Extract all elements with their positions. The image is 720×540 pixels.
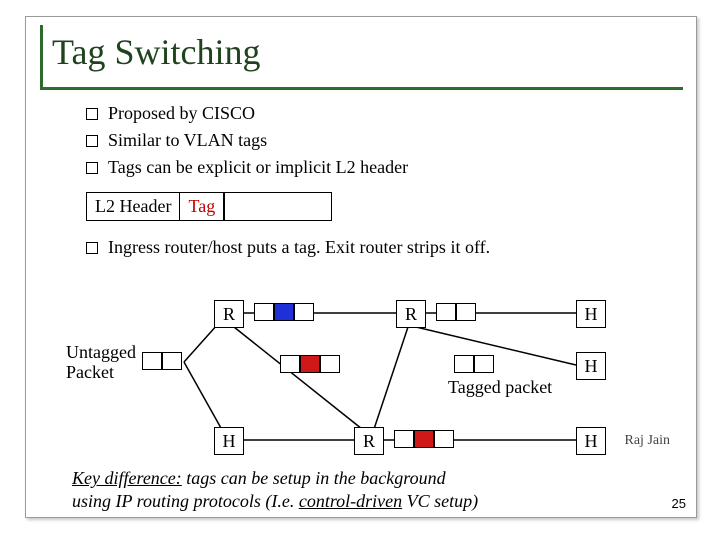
page-number: 25 — [672, 496, 686, 511]
bullet-item: Ingress router/host puts a tag. Exit rou… — [86, 237, 646, 258]
key-difference-text: using IP routing protocols (I.e. — [72, 491, 299, 511]
packet-red — [394, 430, 454, 448]
bullet-item: Similar to VLAN tags — [86, 130, 646, 151]
tagged-label: Tagged packet — [448, 377, 552, 398]
bullet-square-icon — [86, 135, 98, 147]
untagged-label-line1: Untagged — [66, 342, 136, 363]
slide-title: Tag Switching — [52, 31, 260, 73]
router-node: R — [396, 300, 426, 328]
bullet-text: Proposed by CISCO — [108, 103, 255, 124]
key-difference-lead: Key difference: — [72, 468, 182, 488]
host-node: H — [576, 300, 606, 328]
bullet-text: Ingress router/host puts a tag. Exit rou… — [108, 237, 490, 258]
bullet-item: Proposed by CISCO — [86, 103, 646, 124]
author-credit: Raj Jain — [625, 433, 671, 449]
bullet-square-icon — [86, 108, 98, 120]
network-diagram: Untagged Packet Tagged packet R R R H H … — [66, 297, 666, 462]
bullet-item: Tags can be explicit or implicit L2 head… — [86, 157, 646, 178]
packet-untagged — [142, 352, 182, 370]
host-node: H — [576, 352, 606, 380]
untagged-label-line2: Packet — [66, 362, 114, 383]
bullet-text: Similar to VLAN tags — [108, 130, 267, 151]
payload-cell — [224, 192, 332, 221]
bullet-square-icon — [86, 242, 98, 254]
packet-blue — [254, 303, 314, 321]
host-node: H — [576, 427, 606, 455]
title-rule-vertical — [40, 25, 43, 89]
l2-header-cell: L2 Header — [86, 192, 179, 221]
key-difference-note: Key difference: tags can be setup in the… — [72, 467, 662, 512]
bullet-text: Tags can be explicit or implicit L2 head… — [108, 157, 408, 178]
l2-header-diagram: L2 Header Tag — [86, 192, 646, 221]
slide-frame: Tag Switching Proposed by CISCO Similar … — [25, 16, 697, 518]
content-area: Proposed by CISCO Similar to VLAN tags T… — [86, 103, 646, 264]
packet-plain — [454, 355, 494, 373]
title-rule-horizontal — [40, 87, 683, 90]
key-difference-text: VC setup) — [402, 491, 478, 511]
key-difference-cd: control-driven — [299, 491, 402, 511]
tag-cell: Tag — [179, 192, 224, 221]
router-node: R — [214, 300, 244, 328]
bullet-square-icon — [86, 162, 98, 174]
packet-red — [280, 355, 340, 373]
router-node: R — [354, 427, 384, 455]
packet-plain — [436, 303, 476, 321]
host-node: H — [214, 427, 244, 455]
key-difference-text: tags can be setup in the background — [182, 468, 446, 488]
